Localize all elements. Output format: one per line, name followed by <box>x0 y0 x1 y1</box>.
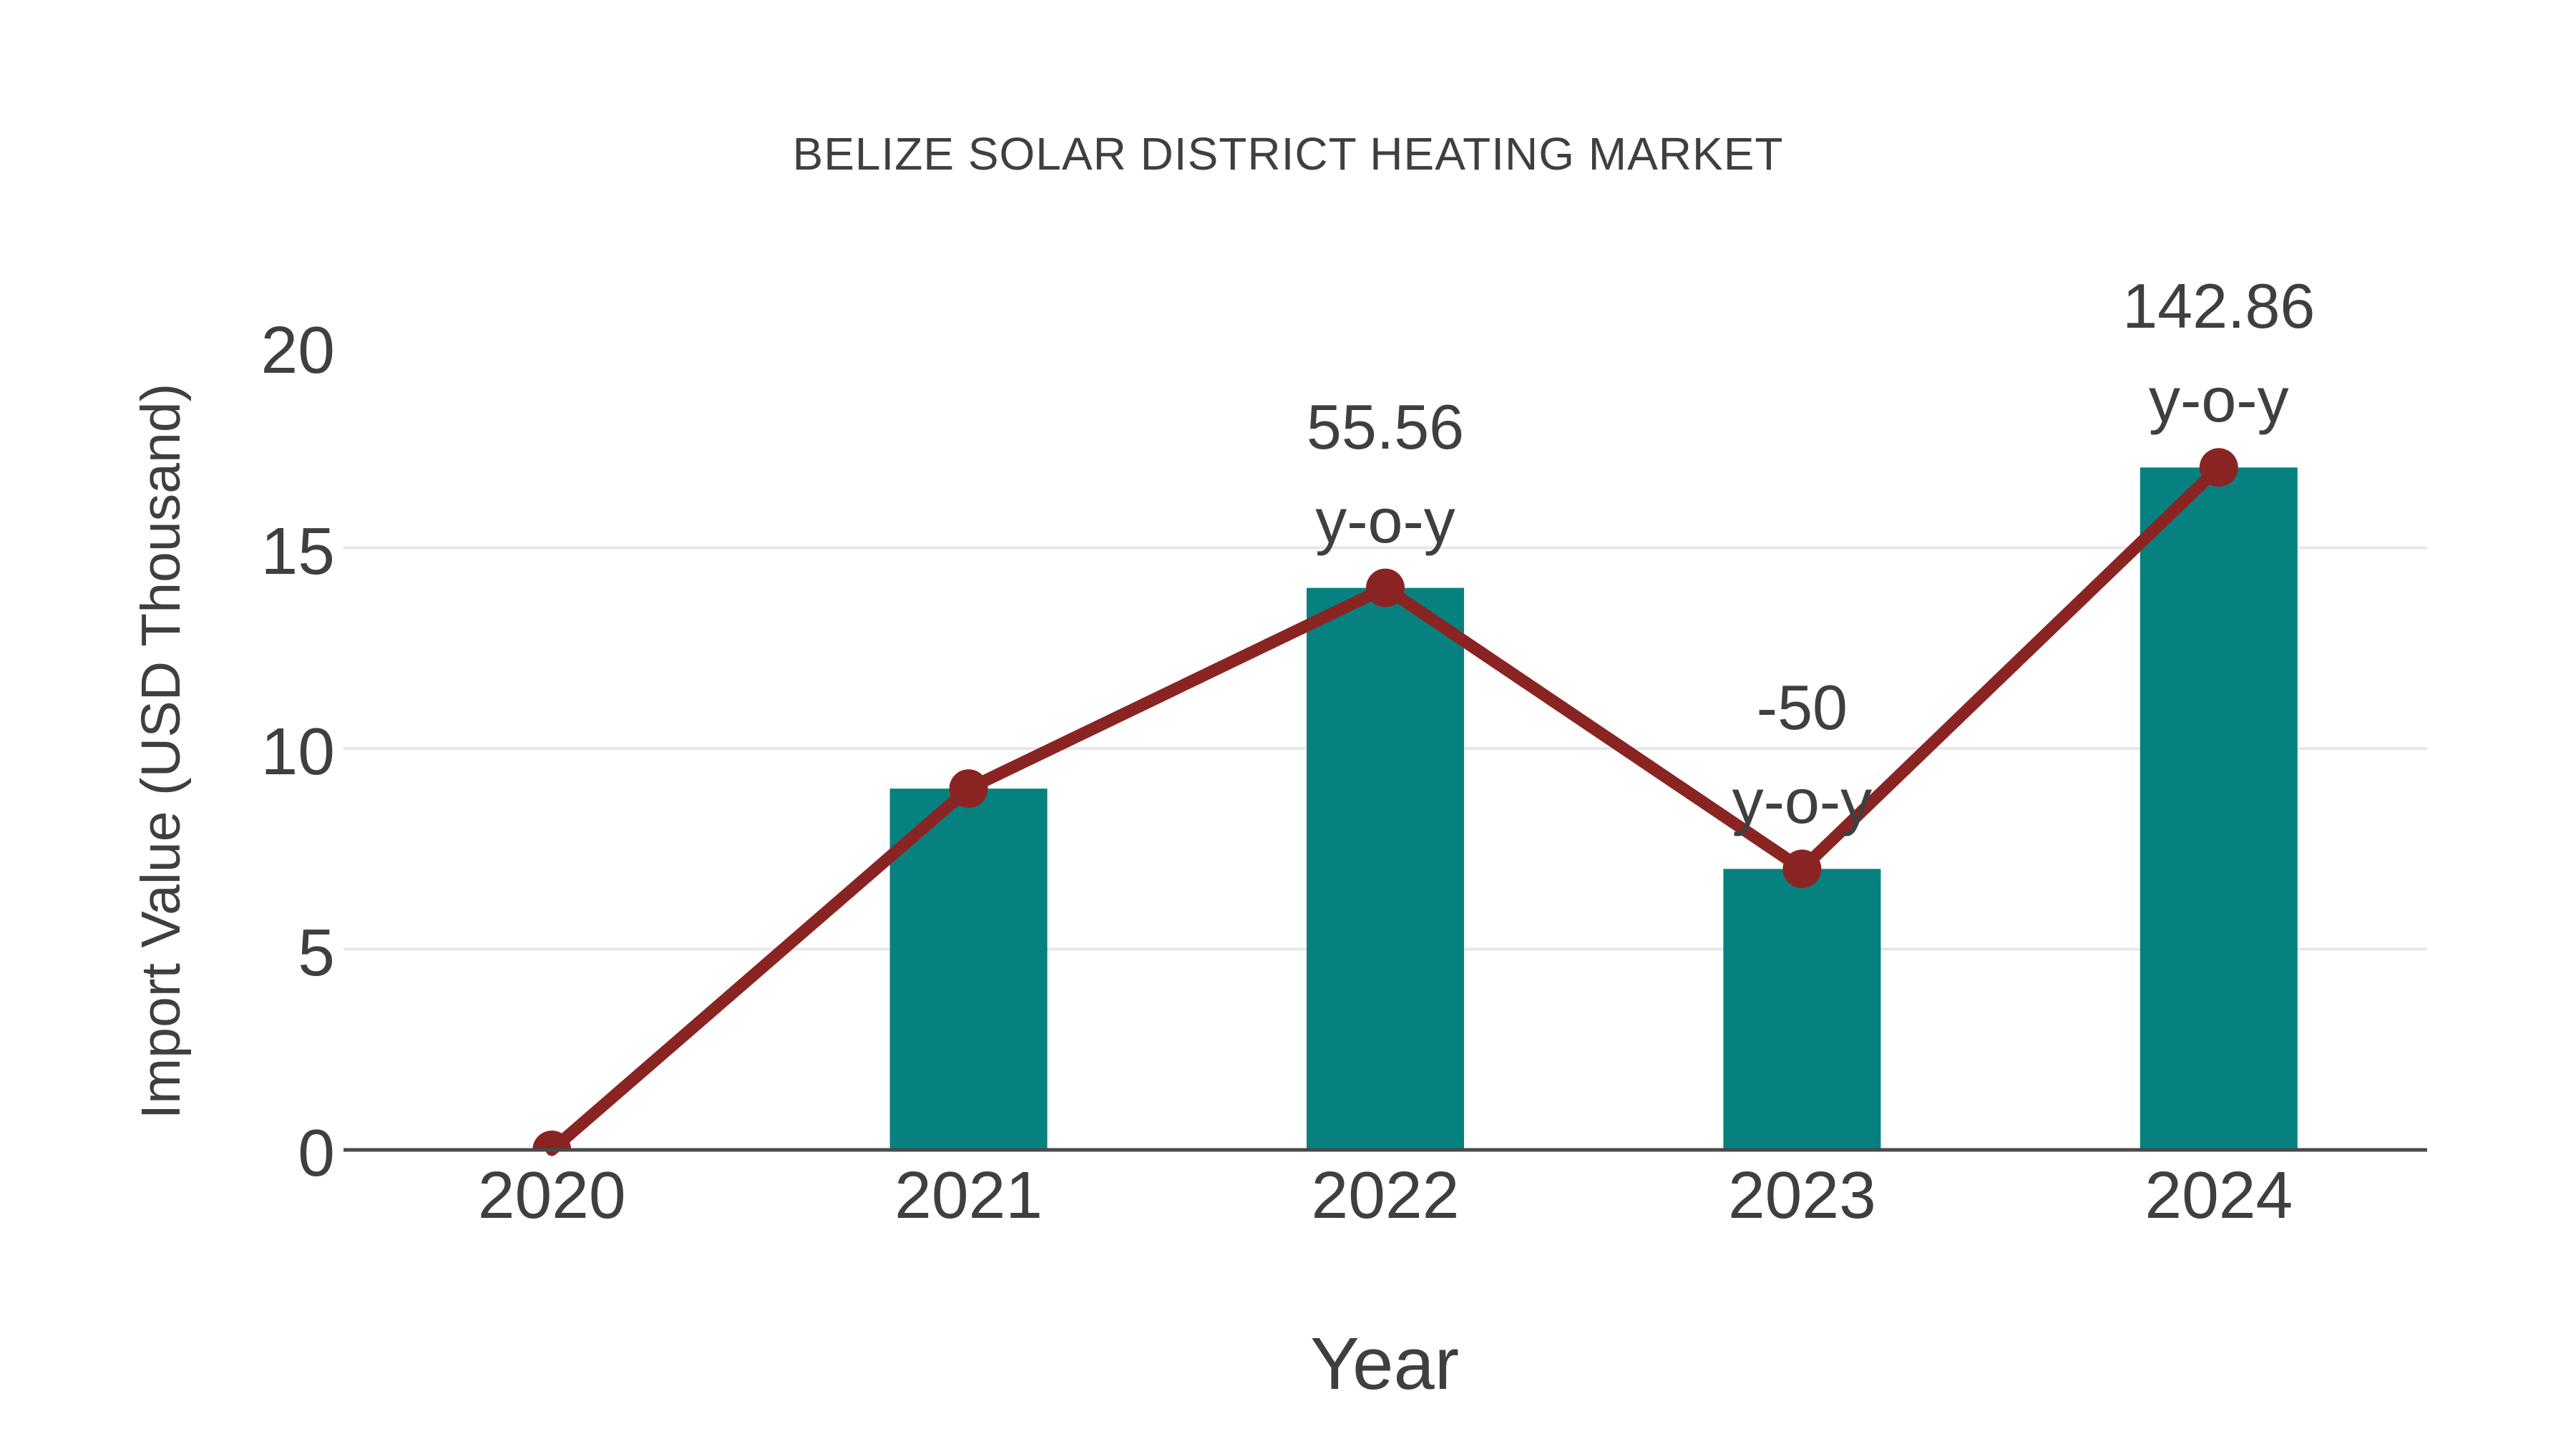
y-tick-15: 15 <box>260 513 335 588</box>
chart-title: BELIZE SOLAR DISTRICT HEATING MARKET <box>792 128 1784 180</box>
x-tick-2023: 2023 <box>1727 1158 1876 1232</box>
y-tick-5: 5 <box>298 914 335 990</box>
annotation-2024-label: y-o-y <box>2149 364 2289 436</box>
annotation-2022-label: y-o-y <box>1315 484 1455 556</box>
x-tick-2022: 2022 <box>1311 1158 1460 1232</box>
x-tick-2024: 2024 <box>2145 1158 2293 1232</box>
annotation-2022-value: 55.56 <box>1306 391 1465 462</box>
annotation-2023-value: -50 <box>1756 672 1848 743</box>
point-2023 <box>1782 849 1822 889</box>
y-tick-10: 10 <box>260 714 335 789</box>
y-tick-20: 20 <box>260 313 335 387</box>
bar-2022 <box>1307 587 1464 1150</box>
x-tick-2020: 2020 <box>477 1158 626 1232</box>
bar-2023 <box>1723 869 1881 1150</box>
bar-2024 <box>2140 467 2298 1150</box>
bar-2021 <box>889 789 1048 1150</box>
x-axis-title: Year <box>1309 1322 1460 1405</box>
point-2024 <box>2199 448 2238 487</box>
point-2022 <box>1366 568 1405 608</box>
point-2021 <box>949 769 988 809</box>
annotation-2024-value: 142.86 <box>2122 270 2316 342</box>
y-tick-0: 0 <box>298 1116 335 1190</box>
x-tick-2021: 2021 <box>894 1158 1043 1232</box>
point-2020 <box>532 1131 572 1150</box>
annotation-2023-label: y-o-y <box>1732 766 1873 837</box>
